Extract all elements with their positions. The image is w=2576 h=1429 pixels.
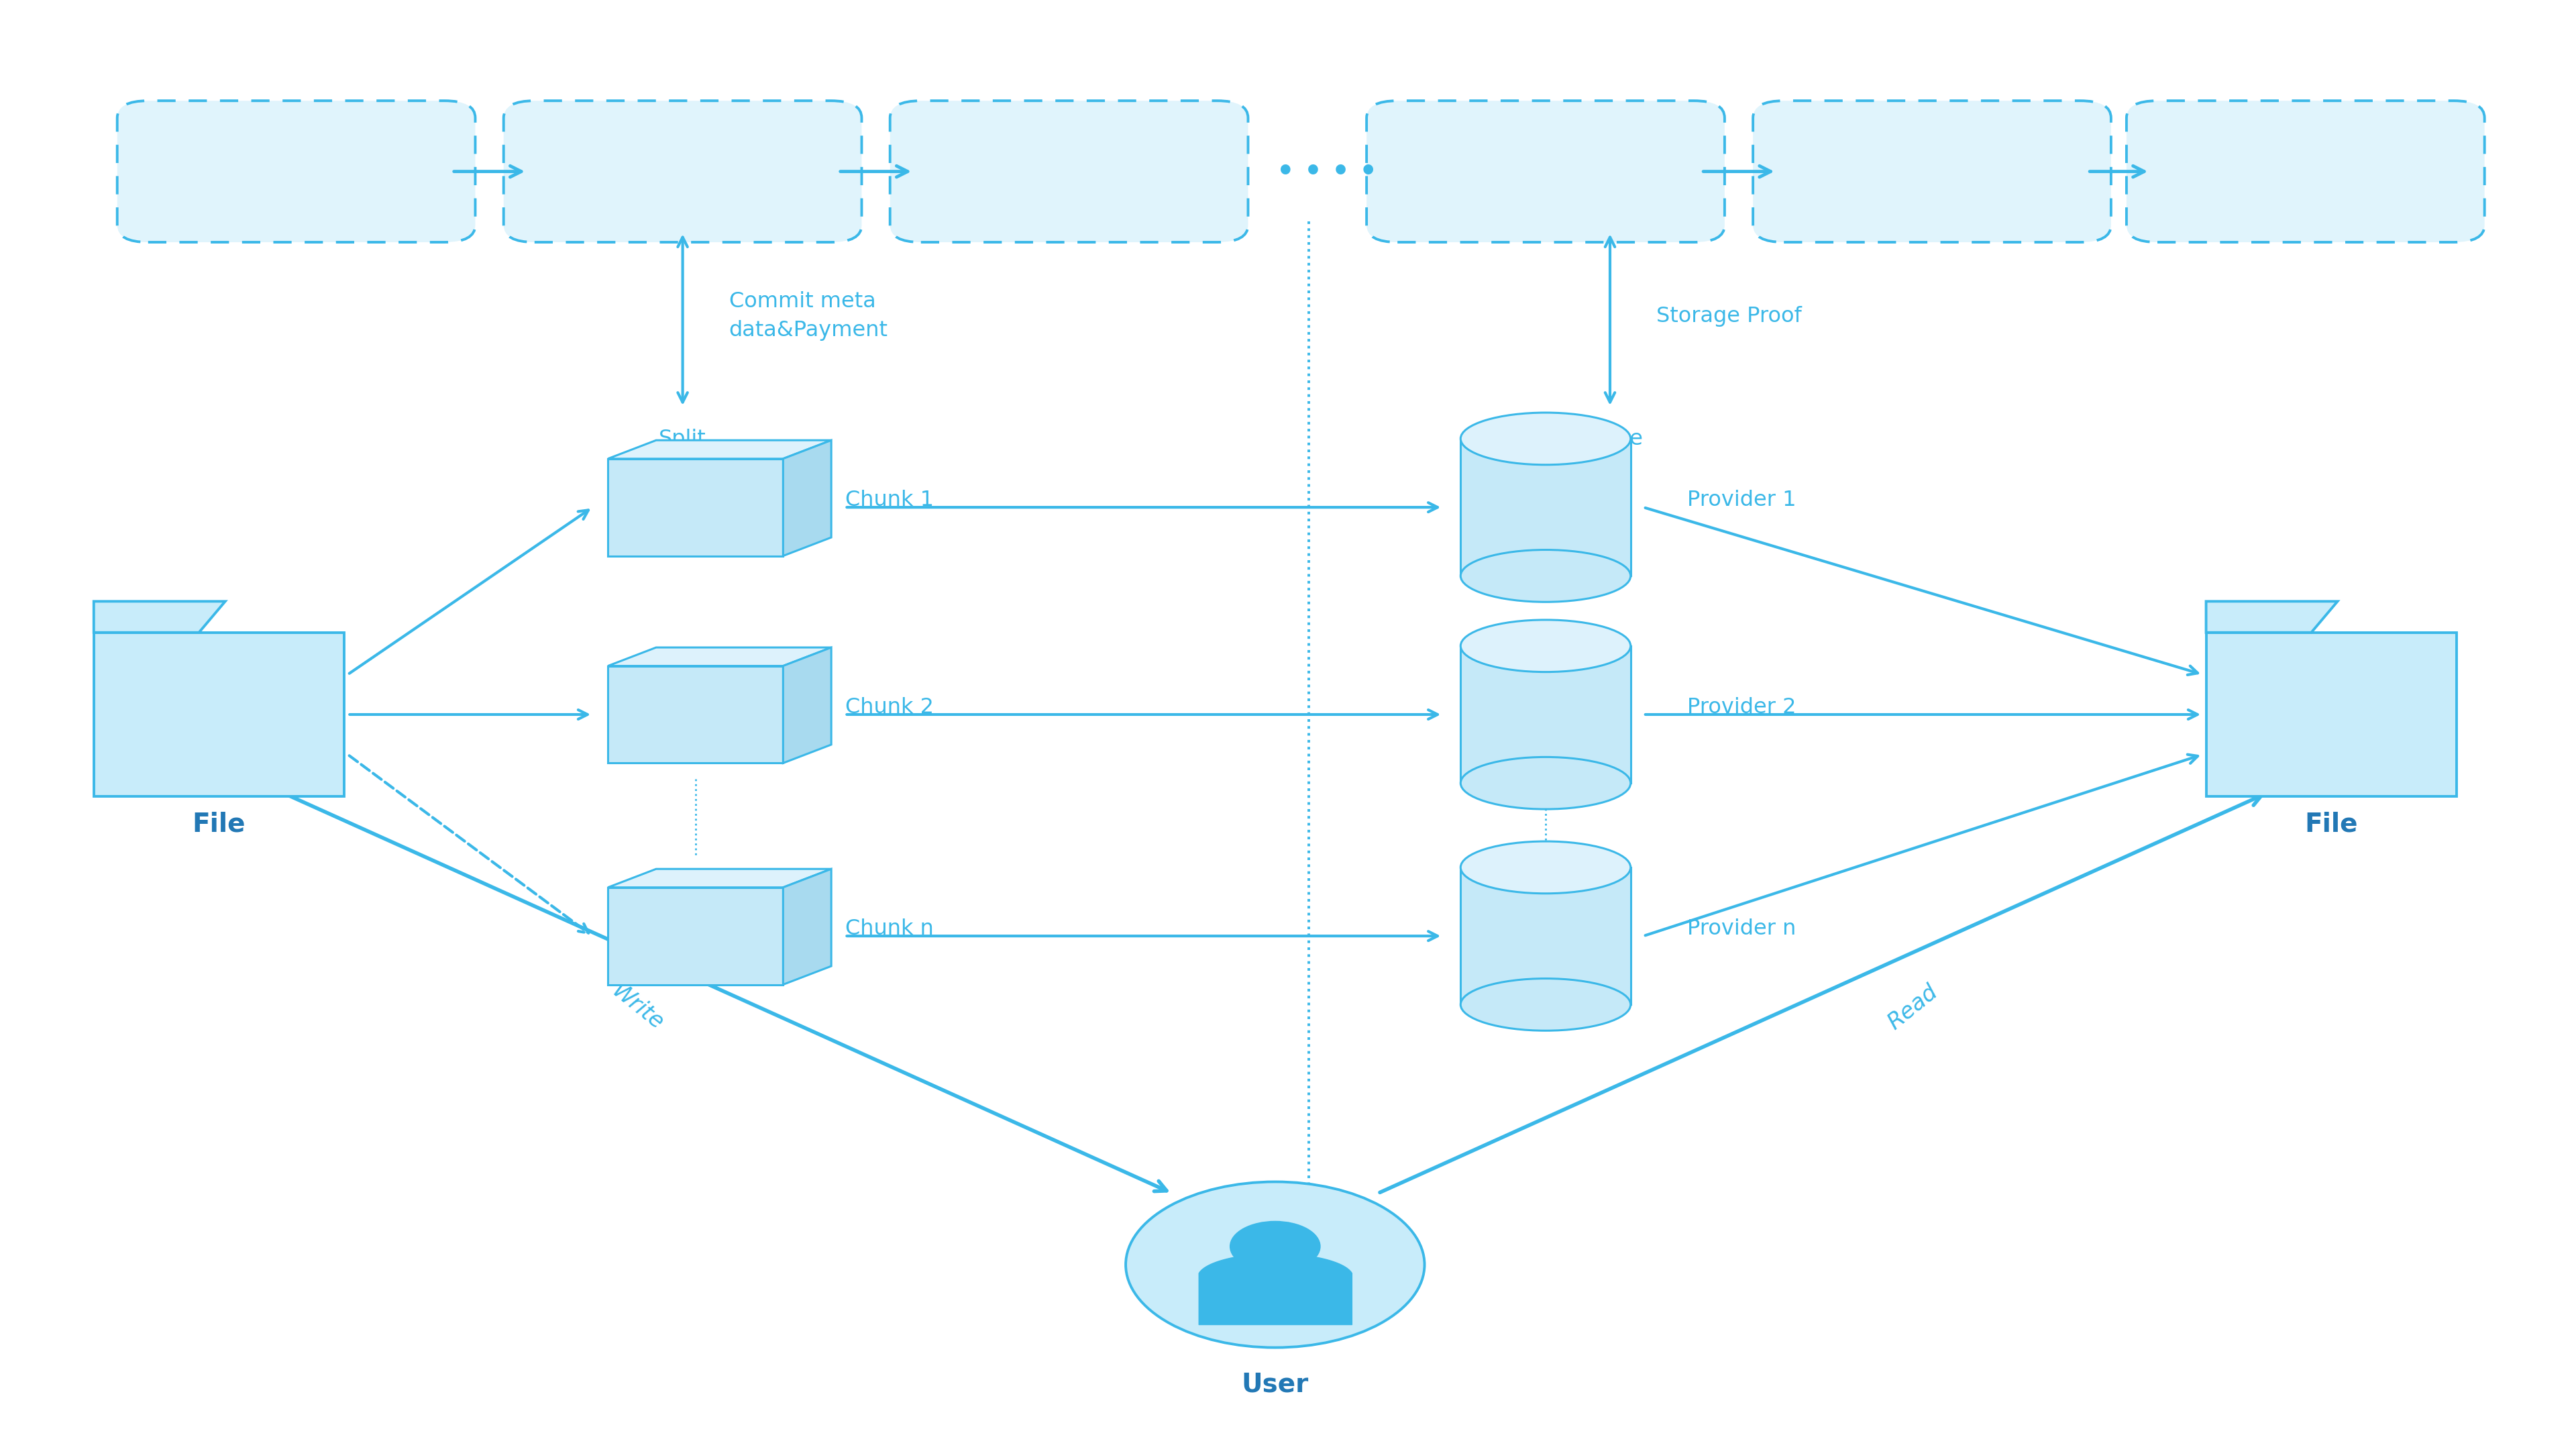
Text: Commit meta
data&Payment: Commit meta data&Payment (729, 292, 889, 342)
Ellipse shape (1461, 979, 1631, 1030)
Text: Chunk n: Chunk n (845, 919, 933, 939)
Polygon shape (2205, 602, 2336, 633)
Ellipse shape (1461, 413, 1631, 464)
Polygon shape (783, 440, 832, 556)
Circle shape (1231, 1222, 1319, 1272)
Text: Write: Write (608, 980, 667, 1035)
Polygon shape (2205, 633, 2458, 796)
Circle shape (1126, 1182, 1425, 1348)
Polygon shape (783, 647, 832, 763)
Text: Chunk 1: Chunk 1 (845, 490, 933, 510)
Text: File: File (2306, 812, 2357, 837)
Text: Provider 1: Provider 1 (1687, 490, 1795, 510)
Text: File: File (193, 812, 245, 837)
Polygon shape (608, 459, 783, 556)
Polygon shape (608, 647, 832, 666)
Text: • • • •: • • • • (1275, 157, 1378, 186)
Polygon shape (1461, 439, 1631, 576)
Text: Storage Proof: Storage Proof (1656, 306, 1801, 327)
Polygon shape (783, 869, 832, 985)
Text: Provider 2: Provider 2 (1687, 697, 1795, 717)
Ellipse shape (1461, 842, 1631, 893)
Ellipse shape (1461, 757, 1631, 809)
Ellipse shape (1461, 620, 1631, 672)
FancyBboxPatch shape (505, 100, 860, 242)
Polygon shape (93, 602, 224, 633)
FancyBboxPatch shape (1365, 100, 1726, 242)
Polygon shape (608, 440, 832, 459)
Text: Split: Split (659, 429, 706, 450)
FancyBboxPatch shape (1752, 100, 2112, 242)
FancyBboxPatch shape (889, 100, 1247, 242)
Text: User: User (1242, 1372, 1309, 1398)
Polygon shape (1461, 867, 1631, 1005)
Polygon shape (608, 869, 832, 887)
Text: Provider n: Provider n (1687, 919, 1795, 939)
FancyBboxPatch shape (2128, 100, 2483, 242)
Text: Merge: Merge (1577, 429, 1643, 450)
Ellipse shape (1461, 550, 1631, 602)
Polygon shape (608, 887, 783, 985)
Polygon shape (93, 633, 345, 796)
Text: Read: Read (1883, 980, 1942, 1035)
Polygon shape (1461, 646, 1631, 783)
Polygon shape (608, 666, 783, 763)
Text: Chunk 2: Chunk 2 (845, 697, 933, 717)
FancyBboxPatch shape (118, 100, 474, 242)
